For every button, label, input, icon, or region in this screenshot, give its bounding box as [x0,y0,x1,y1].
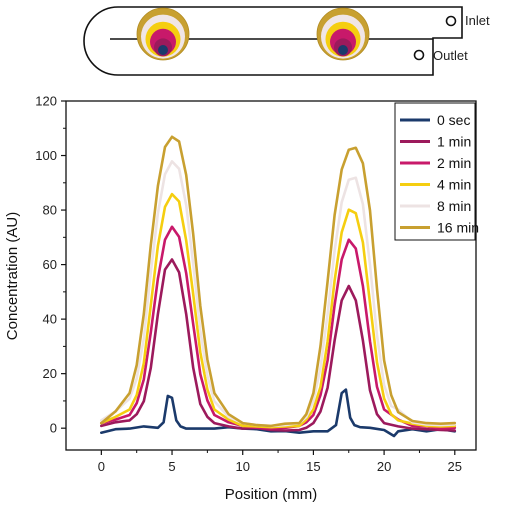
legend-label: 8 min [437,198,471,214]
x-tick-label: 15 [306,459,320,474]
y-tick-label: 120 [35,94,57,109]
inlet-port-icon [445,15,457,27]
series-line [100,258,457,432]
legend-label: 4 min [437,177,471,193]
x-tick-label: 0 [98,459,105,474]
x-axis-title: Position (mm) [225,486,318,503]
plot-frame [65,100,477,451]
legend-label: 2 min [437,155,471,171]
spot-ring [338,45,348,55]
y-tick-label: 100 [35,148,57,163]
outlet-label: Outlet [433,48,468,63]
y-tick-label: 60 [43,257,57,272]
x-tick-label: 10 [235,459,249,474]
x-tick-label: 25 [448,459,462,474]
y-tick-label: 20 [43,366,57,381]
y-axis-title: Concentration (AU) [4,212,21,340]
legend-box [394,102,476,241]
series-layer [100,135,457,438]
x-tick-label: 20 [377,459,391,474]
legend: 0 sec 1 min 2 min 4 min 8 min 16 min [394,102,479,241]
outlet-port-icon [413,49,425,61]
y-tick-label: 80 [43,203,57,218]
y-tick-label: 0 [50,421,57,436]
spot-ring [158,45,168,55]
legend-label: 1 min [437,134,471,150]
legend-label: 16 min [437,220,479,236]
series-line [100,225,457,430]
series-line [100,135,457,428]
channel-schematic: Inlet Outlet [83,6,490,76]
reaction-spot-right [316,7,370,61]
reaction-spot-left [136,7,190,61]
legend-label: 0 sec [437,112,470,128]
axis-layer: 0 5 10 15 20 25 0 20 40 60 80 100 120 [35,94,462,475]
y-tick-label: 40 [43,312,57,327]
inlet-label: Inlet [465,13,490,28]
x-tick-label: 5 [168,459,175,474]
series-line [100,160,457,428]
